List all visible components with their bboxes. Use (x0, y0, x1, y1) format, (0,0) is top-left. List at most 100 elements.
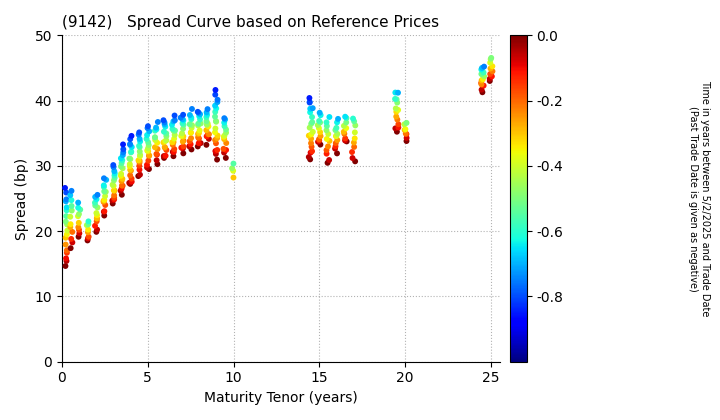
Point (159, 121, 171, 128)
Point (125, 149, 137, 156)
Point (65, 245, 76, 252)
Point (193, 140, 204, 147)
Point (109, 196, 120, 203)
Point (485, 65, 496, 72)
Point (98, 208, 109, 215)
Point (150, 124, 162, 131)
Point (133, 163, 145, 169)
Point (312, 122, 323, 129)
Point (348, 144, 360, 150)
Point (141, 147, 153, 154)
Point (228, 168, 239, 174)
Point (330, 133, 342, 139)
Point (177, 145, 189, 152)
Point (315, 112, 326, 118)
Point (98, 182, 109, 189)
Point (166, 139, 178, 146)
Point (65, 221, 76, 228)
Point (184, 121, 195, 128)
Point (108, 177, 120, 184)
Point (65, 213, 76, 220)
Point (307, 119, 318, 126)
Point (109, 170, 120, 176)
Point (305, 156, 316, 163)
Point (390, 125, 401, 132)
Point (390, 105, 402, 112)
Point (305, 140, 317, 147)
Point (158, 117, 169, 123)
Point (185, 129, 197, 136)
Point (210, 118, 222, 124)
Point (211, 156, 222, 163)
Point (399, 121, 410, 128)
Point (134, 153, 145, 160)
Point (304, 124, 315, 131)
Point (194, 111, 206, 118)
Point (158, 153, 169, 160)
Point (347, 115, 359, 122)
Point (349, 135, 361, 142)
Point (125, 167, 137, 174)
Point (349, 129, 361, 136)
Point (60, 189, 72, 196)
Point (401, 134, 413, 141)
Point (91, 212, 103, 218)
Point (321, 123, 333, 129)
Point (109, 168, 120, 174)
Point (186, 124, 197, 131)
Point (124, 155, 135, 162)
Point (108, 187, 120, 194)
Point (321, 150, 333, 157)
Point (193, 130, 204, 136)
Point (390, 96, 401, 102)
Point (141, 132, 153, 139)
Point (194, 127, 205, 134)
Point (210, 118, 222, 125)
Point (116, 192, 127, 198)
Point (175, 114, 186, 121)
Point (194, 116, 206, 123)
Point (166, 121, 178, 128)
Point (177, 111, 189, 118)
Point (329, 145, 341, 152)
Point (303, 132, 315, 139)
Point (73, 205, 84, 211)
Point (220, 116, 231, 123)
Point (306, 143, 318, 150)
Point (132, 157, 144, 164)
Point (134, 144, 145, 150)
Point (143, 158, 154, 164)
Point (117, 157, 128, 163)
Point (210, 129, 221, 136)
Point (134, 171, 145, 178)
Point (152, 161, 163, 168)
Point (304, 94, 315, 101)
Point (210, 102, 221, 109)
Point (324, 138, 336, 144)
Point (315, 129, 326, 136)
Point (161, 133, 172, 139)
Point (176, 133, 187, 139)
Point (220, 155, 232, 161)
Point (305, 105, 316, 112)
Point (107, 181, 118, 188)
Point (390, 108, 402, 115)
Point (117, 182, 128, 189)
Point (107, 197, 118, 204)
Point (210, 150, 222, 157)
Point (107, 200, 119, 207)
Point (149, 134, 161, 141)
Point (212, 132, 223, 139)
Point (91, 204, 103, 211)
Point (152, 146, 163, 152)
Point (186, 146, 197, 153)
Point (115, 171, 127, 177)
Point (83, 218, 94, 225)
Point (115, 172, 127, 179)
Point (315, 133, 326, 139)
Point (124, 161, 135, 168)
Point (176, 144, 187, 151)
Point (66, 236, 77, 242)
Point (123, 179, 135, 186)
Point (485, 56, 496, 63)
